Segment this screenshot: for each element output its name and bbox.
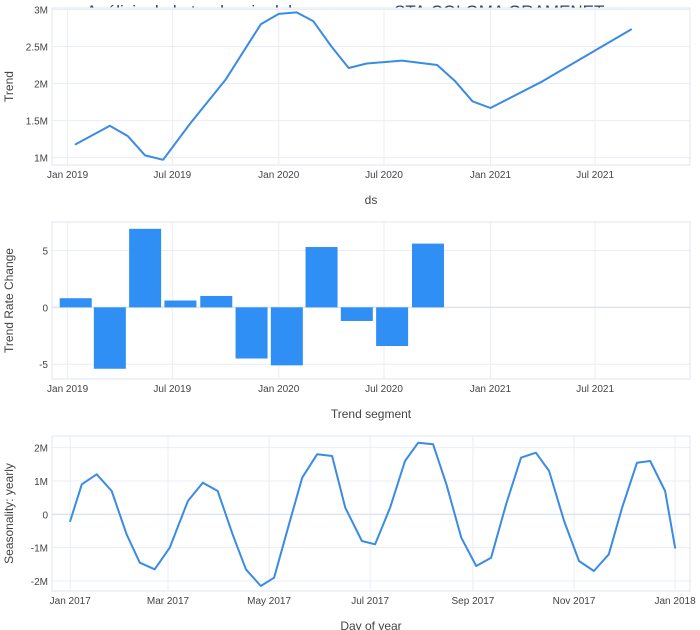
x-tick-label: Jan 2017: [50, 596, 92, 607]
y-tick-label: 3M: [34, 5, 48, 16]
y-tick-label: 2M: [34, 80, 48, 91]
bar: [305, 247, 338, 308]
x-tick-label: Jul 2019: [153, 170, 191, 181]
plot-area: [51, 435, 691, 592]
x-tick-label: Jan 2021: [470, 170, 512, 181]
y-tick-label: -2M: [31, 577, 48, 588]
series-line: [74, 11, 632, 161]
bar: [59, 298, 92, 308]
bar: [129, 228, 162, 308]
bar: [270, 307, 303, 366]
x-tick-label: Jul 2017: [351, 596, 389, 607]
bar: [164, 300, 197, 308]
x-tick-label: Mar 2017: [147, 596, 190, 607]
x-tick-label: Jan 2018: [655, 596, 697, 607]
x-tick-label: Jan 2021: [470, 384, 512, 395]
x-tick-label: Jul 2020: [365, 170, 403, 181]
x-axis-title: Trend segment: [331, 407, 412, 421]
x-tick-label: Jan 2019: [47, 170, 89, 181]
y-tick-label: -1M: [31, 544, 48, 555]
x-tick-label: Jul 2019: [153, 384, 191, 395]
bar: [200, 295, 233, 308]
bar: [235, 307, 268, 359]
y-tick-label: 2M: [34, 444, 48, 455]
x-tick-label: Jul 2020: [365, 384, 403, 395]
x-axis-title: ds: [365, 193, 378, 207]
x-tick-label: Jul 2021: [576, 384, 614, 395]
seasonality-yearly-panel: Jan 2017 Mar 2017 May 2017 Jul 2017 Sep 2017…: [2, 435, 697, 630]
y-axis-title: Trend: [2, 71, 16, 102]
y-tick-label: 1M: [34, 477, 48, 488]
x-axis-title: Day of year: [340, 619, 401, 630]
x-tick-label: May 2017: [247, 596, 291, 607]
bar: [376, 307, 409, 347]
plot-area: [51, 7, 691, 166]
y-tick-label: 0: [42, 510, 48, 521]
y-tick-label: 5: [42, 246, 48, 257]
trend-rate-change-panel: Jan 2019 Jul 2019 Jan 2020 Jul 2020 Jan 2021…: [2, 221, 691, 421]
x-tick-label: Jan 2019: [47, 384, 89, 395]
y-tick-label: -5: [39, 360, 48, 371]
bar: [340, 307, 373, 321]
y-axis-title: Trend Rate Change: [2, 248, 16, 353]
y-tick-label: 1M: [34, 154, 48, 165]
x-tick-label: Sep 2017: [452, 596, 495, 607]
bar: [411, 243, 444, 308]
trend-panel: Jan 2019 Jul 2019 Jan 2020 Jul 2020 Jan 2021…: [2, 5, 691, 207]
x-tick-label: Nov 2017: [553, 596, 596, 607]
y-tick-label: 2.5M: [26, 43, 48, 54]
x-tick-label: Jan 2020: [258, 170, 300, 181]
y-tick-label: 0: [42, 303, 48, 314]
x-tick-label: Jul 2021: [576, 170, 614, 181]
y-axis-title: Seasonality: yearly: [2, 463, 16, 564]
bar: [93, 307, 126, 369]
x-tick-label: Jan 2020: [258, 384, 300, 395]
series-line: [69, 441, 677, 587]
y-tick-label: 1.5M: [26, 117, 48, 128]
